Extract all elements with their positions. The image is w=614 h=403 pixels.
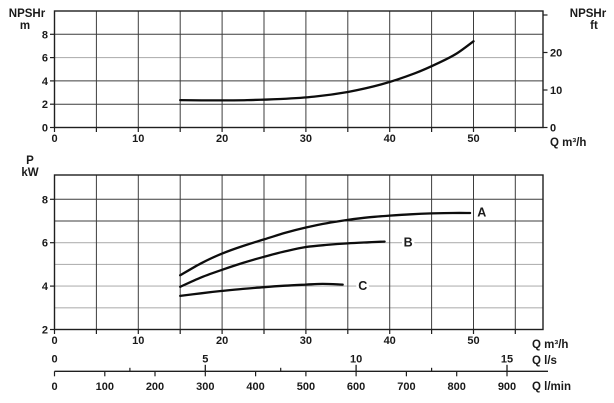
y-axis-title: kW <box>21 167 38 179</box>
secondary-flow-axes: 0 5 10 15 Q l/s 0 100 200 300 400 500 600 700 800 900 Q… <box>51 354 571 394</box>
y-tick-label: 4 <box>42 281 49 293</box>
ft-axis-title: NPSHr <box>570 8 607 20</box>
curve-c <box>179 282 344 298</box>
y-tick-label: 0 <box>42 123 48 135</box>
x-tick-label: 20 <box>216 335 228 347</box>
ft-tick-label: 0 <box>550 123 556 135</box>
curve-b <box>179 240 386 288</box>
lmin-tick-label: 500 <box>297 381 315 393</box>
x-tick-label: 20 <box>216 133 228 145</box>
y-axis-title: P <box>26 155 34 167</box>
y-tick-label: 6 <box>42 238 48 250</box>
lmin-tick-label: 100 <box>96 381 114 393</box>
x-tick-label: 0 <box>51 335 57 347</box>
y-tick-label: 8 <box>42 29 48 41</box>
y-tick-label: 6 <box>42 53 48 65</box>
ls-tick-label: 10 <box>350 354 362 366</box>
x-tick-label: 30 <box>300 335 312 347</box>
ls-tick-label: 5 <box>202 354 208 366</box>
y-tick-label: 4 <box>42 76 49 88</box>
x-tick-label: 0 <box>51 133 57 145</box>
y-tick-label: 2 <box>42 325 48 337</box>
power-chart: 2 4 6 8 PkW 0 10 20 30 40 50 Q m³/h A B C <box>21 155 568 351</box>
x-axis-unit-label: Q m³/h <box>532 339 568 351</box>
curve-label-a: A <box>477 205 486 219</box>
ft-axis-title: ft <box>590 20 598 32</box>
x-tick-label: 50 <box>467 335 479 347</box>
x-tick-label: 30 <box>300 133 312 145</box>
curve-label-c: C <box>358 279 367 293</box>
lmin-axis-unit-label: Q l/min <box>532 381 571 393</box>
lmin-tick-label: 300 <box>196 381 214 393</box>
curve-a <box>179 211 472 277</box>
lmin-tick-label: 600 <box>347 381 365 393</box>
ls-tick-label: 0 <box>51 354 57 366</box>
y-tick-label: 8 <box>42 194 48 206</box>
ft-tick-label: 10 <box>550 85 562 97</box>
x-tick-label: 40 <box>384 335 396 347</box>
ft-tick-label: 20 <box>550 48 562 60</box>
ls-axis-unit-label: Q l/s <box>532 355 557 367</box>
lmin-tick-label: 700 <box>397 381 415 393</box>
plot-frame <box>53 10 544 129</box>
y-tick-label: 2 <box>42 99 48 111</box>
x-tick-label: 40 <box>384 133 396 145</box>
curve-label-b: B <box>404 236 413 250</box>
ls-tick-label: 15 <box>501 354 513 366</box>
lmin-tick-label: 0 <box>51 381 57 393</box>
y-axis-title: NPSHr <box>9 8 46 20</box>
lmin-tick-label: 800 <box>448 381 466 393</box>
curve-npshr <box>179 40 475 102</box>
lmin-tick-label: 400 <box>246 381 264 393</box>
x-tick-label: 10 <box>132 335 144 347</box>
lmin-tick-label: 900 <box>498 381 516 393</box>
lmin-tick-label: 200 <box>146 381 164 393</box>
y-axis-title: m <box>20 20 30 32</box>
x-axis-unit-label: Q m³/h <box>550 137 586 149</box>
x-tick-label: 10 <box>132 133 144 145</box>
x-tick-label: 50 <box>467 133 479 145</box>
plot-frame <box>53 174 544 331</box>
